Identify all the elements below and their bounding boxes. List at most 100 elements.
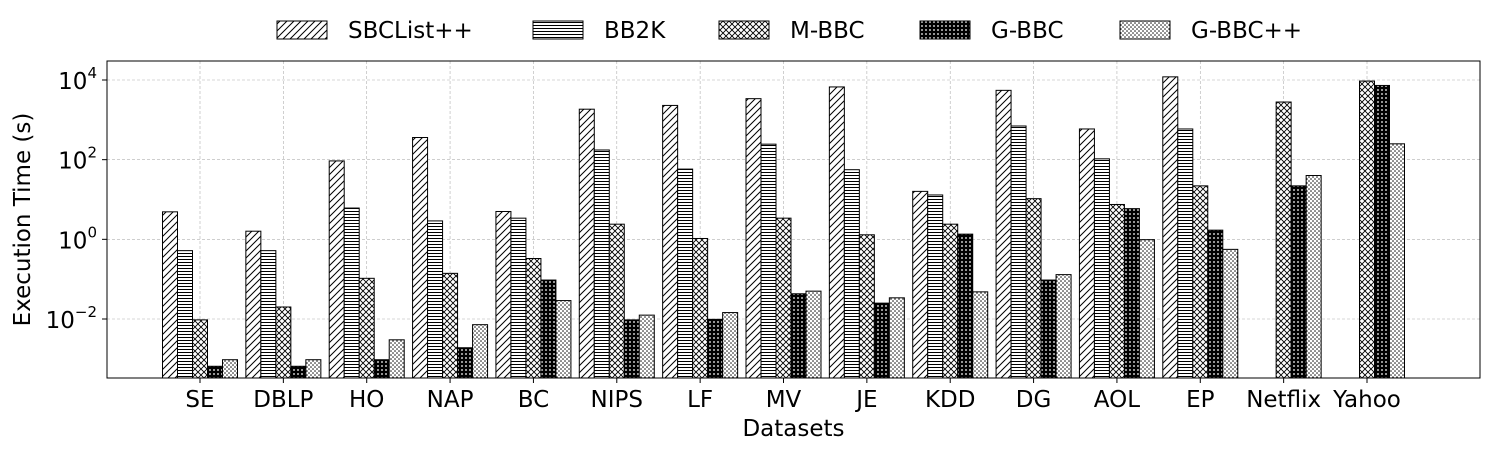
bar-g-bbc--lf — [722, 312, 739, 379]
bar-m-bbc-mv — [775, 217, 792, 379]
bar-m-bbc-se — [192, 319, 208, 379]
bar-g-bbc-dblp — [290, 365, 307, 379]
bar-g-bbc-nap — [457, 347, 474, 379]
bar-m-bbc-yahoo — [1359, 80, 1375, 379]
bar-g-bbc--aol — [1138, 239, 1155, 379]
bar-sbclist--lf — [662, 104, 679, 379]
bar-sbclist--dblp — [245, 230, 262, 379]
bars — [162, 76, 1405, 379]
plot-frame — [106, 60, 1481, 379]
bar-sbclist--nips — [578, 108, 595, 379]
bar-sbclist--ho — [328, 160, 345, 379]
bar-sbclist--mv — [745, 98, 762, 379]
bar-m-bbc-ho — [358, 277, 375, 379]
legend-swatch — [532, 20, 584, 40]
x-tick-label: DG — [1016, 387, 1052, 413]
bar-g-bbc-yahoo — [1374, 84, 1390, 379]
x-tick-label: Netflix — [1246, 387, 1321, 413]
y-tick-label: 100 — [58, 223, 97, 254]
bar-bb2k-nips — [593, 149, 610, 379]
bar-g-bbc--nap — [472, 324, 489, 379]
x-tick-label: BC — [518, 387, 549, 413]
bar-bb2k-mv — [760, 143, 777, 379]
bar-sbclist--nap — [412, 137, 429, 379]
x-tick-label: AOL — [1094, 387, 1140, 413]
bar-sbclist--ep — [1162, 76, 1179, 379]
legend-item-m-bbc: M-BBC — [718, 18, 865, 44]
bar-g-bbc-bc — [540, 279, 557, 379]
bar-m-bbc-netflix — [1275, 101, 1292, 379]
x-axis: SE DBLP HO NAP BC NIPS LF MV JE KDD DG AOL EP Netflix… — [185, 378, 1401, 413]
bar-m-bbc-dblp — [275, 306, 292, 379]
legend-swatch — [276, 20, 328, 40]
y-axis: 10−2 100 102 104 — [46, 64, 107, 334]
bar-bb2k-aol — [1093, 158, 1110, 379]
bar-sbclist--aol — [1078, 128, 1095, 379]
x-tick-label: HO — [349, 387, 384, 413]
x-tick-label: NIPS — [591, 387, 643, 413]
legend-label: SBCList++ — [348, 18, 473, 44]
bar-g-bbc--ep — [1222, 248, 1239, 379]
bar-bb2k-ho — [343, 207, 360, 379]
bar-m-bbc-aol — [1108, 203, 1125, 379]
bar-g-bbc--mv — [805, 290, 822, 379]
bar-bb2k-lf — [677, 168, 694, 379]
legend-label: G-BBC — [991, 18, 1064, 44]
x-axis-label: Datasets — [742, 416, 844, 442]
x-tick-label: Yahoo — [1332, 387, 1401, 413]
bar-sbclist--je — [828, 86, 845, 379]
bar-bb2k-bc — [510, 217, 527, 379]
x-tick-label: MV — [766, 387, 802, 413]
bar-m-bbc-lf — [692, 237, 709, 379]
legend-swatch — [718, 20, 770, 40]
bar-g-bbc--kdd — [972, 291, 989, 379]
legend-label: G-BBC++ — [1191, 18, 1302, 44]
legend-item-g-bbc: G-BBC — [919, 18, 1064, 44]
x-tick-label: DBLP — [253, 387, 313, 413]
bar-g-bbc-lf — [707, 318, 724, 379]
bar-m-bbc-dg — [1025, 198, 1042, 379]
bar-g-bbc--ho — [388, 339, 405, 379]
x-tick-label: JE — [854, 387, 877, 413]
bar-g-bbc--dblp — [305, 359, 322, 379]
legend: SBCList++ BB2K M-BBC G-BBC G-BBC++ — [276, 18, 1302, 44]
bar-g-bbc-ep — [1207, 229, 1224, 379]
bar-g-bbc--netflix — [1305, 175, 1322, 379]
bar-g-bbc-netflix — [1290, 185, 1307, 379]
bar-bb2k-kdd — [927, 194, 944, 379]
bar-bb2k-ep — [1177, 128, 1194, 379]
x-tick-label: LF — [687, 387, 713, 413]
bar-g-bbc--se — [222, 359, 238, 379]
bar-bb2k-se — [177, 250, 193, 379]
x-tick-label: SE — [185, 387, 214, 413]
bar-sbclist--kdd — [912, 190, 929, 379]
bar-g-bbc-kdd — [957, 233, 974, 379]
x-tick-label: EP — [1186, 387, 1215, 413]
bar-g-bbc-aol — [1123, 208, 1140, 379]
bar-m-bbc-ep — [1192, 185, 1209, 379]
bar-g-bbc-je — [873, 302, 890, 379]
y-tick-label: 10−2 — [46, 303, 97, 334]
legend-item-g-bbc-: G-BBC++ — [1119, 18, 1302, 44]
y-tick-label: 102 — [58, 144, 97, 175]
y-tick-label: 104 — [58, 64, 97, 95]
bar-bb2k-je — [843, 169, 860, 379]
bar-m-bbc-je — [858, 234, 875, 379]
bar-g-bbc-se — [207, 365, 223, 379]
x-tick-label: KDD — [925, 387, 976, 413]
bar-m-bbc-bc — [525, 258, 542, 379]
bar-m-bbc-kdd — [942, 223, 959, 379]
bar-bb2k-dg — [1010, 125, 1027, 379]
y-axis-label: Execution Time (s) — [10, 113, 36, 327]
legend-swatch — [1119, 20, 1171, 40]
bar-g-bbc-mv — [790, 293, 807, 379]
bar-sbclist--bc — [495, 210, 512, 379]
legend-label: M-BBC — [790, 18, 865, 44]
legend-swatch — [919, 20, 971, 40]
bar-g-bbc-nips — [623, 319, 640, 379]
bar-sbclist--dg — [995, 89, 1012, 379]
bar-m-bbc-nap — [442, 272, 459, 379]
bar-bb2k-nap — [427, 220, 444, 379]
bar-g-bbc--yahoo — [1389, 143, 1405, 379]
